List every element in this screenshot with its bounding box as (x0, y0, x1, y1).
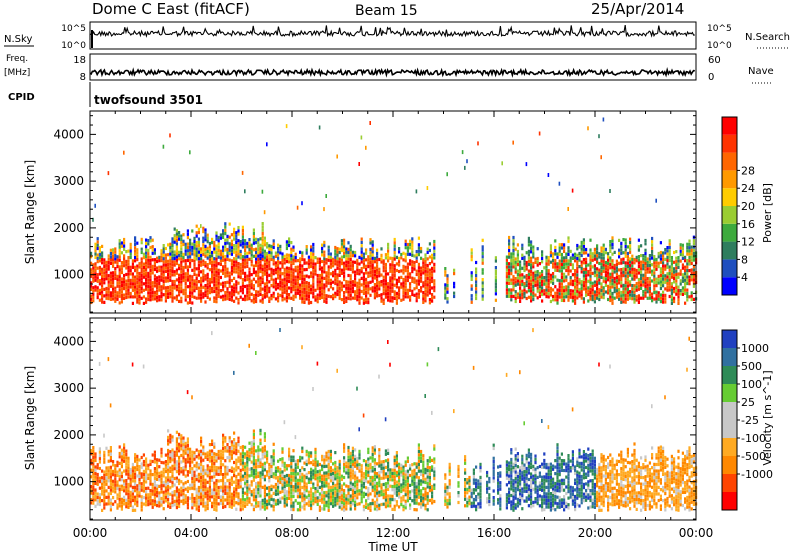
freq-unit: [MHz] (4, 68, 30, 78)
colorbar-tick-label: 1000 (741, 342, 769, 355)
colorbar-tick-label: -1000 (741, 468, 773, 481)
y-tick-label: 3000 (53, 174, 84, 188)
nsky-panel-frame (89, 21, 697, 50)
nsky-line (89, 25, 695, 40)
nave-tick-bottom: 0 (708, 72, 714, 83)
x-tick-label: 08:00 (275, 526, 310, 540)
colorbar-segment (722, 170, 737, 189)
x-tick-label: 16:00 (477, 526, 512, 540)
colorbar-tick-label: 28 (741, 164, 755, 177)
colorbar-segment (722, 366, 737, 384)
colorbar-segment (722, 438, 737, 456)
freq-tick-top: 18 (73, 55, 86, 66)
y-tick-label: 2000 (53, 221, 84, 235)
colorbar-segment (722, 456, 737, 474)
freq-line (89, 67, 695, 78)
freq-tick-bottom: 8 (80, 72, 86, 83)
power-colorbar-label: Power [dB] (761, 183, 774, 243)
velocity-colorbar-label: Velocity [m s^-1] (761, 370, 774, 465)
colorbar-tick-label: 16 (741, 218, 755, 231)
colorbar-segment (722, 206, 737, 224)
y-tick-label: 2000 (53, 428, 84, 442)
y-tick-label: 3000 (53, 381, 84, 395)
velocity-y-axis: 1000 2000 3000 4000 (53, 318, 697, 520)
colorbar-segment (722, 402, 737, 420)
colorbar-tick-label: 100 (741, 378, 762, 391)
colorbar-segment (722, 188, 737, 206)
colorbar-segment (722, 223, 737, 242)
x-tick-label: 20:00 (578, 526, 613, 540)
colorbar-segment (722, 241, 737, 260)
y-tick-label: 4000 (53, 127, 84, 141)
nsky-label: N.Sky (4, 34, 32, 45)
x-axis-label: Time UT (367, 540, 418, 554)
colorbar-segment (722, 384, 737, 402)
station-title: Dome C East (fitACF) (92, 0, 250, 18)
power-colorbar: 4 8 12 16 20 24 28 (721, 116, 755, 296)
freq-label: Freq. (6, 54, 28, 64)
power-y-axis: 1000 2000 3000 4000 (53, 111, 697, 313)
nsearch-tick-top: 10^5 (707, 24, 732, 34)
nave-tick-top: 60 (708, 55, 721, 66)
beam-label: Beam 15 (355, 3, 418, 19)
freq-panel-frame (89, 53, 697, 81)
date-label: 25/Apr/2014 (591, 0, 684, 18)
colorbar-segment (722, 259, 737, 278)
colorbar-segment (722, 277, 737, 295)
y-tick-label: 4000 (53, 334, 84, 348)
colorbar-segment (722, 420, 737, 438)
colorbar-segment (722, 348, 737, 366)
nsearch-label: N.Search (745, 32, 790, 43)
colorbar-tick-label: 25 (741, 396, 755, 409)
colorbar-segment (722, 134, 737, 153)
velocity-heatmap (90, 318, 698, 520)
y-tick-label: 1000 (53, 475, 84, 489)
colorbar-tick-label: 500 (741, 360, 762, 373)
x-tick-label: 12:00 (376, 526, 411, 540)
velocity-colorbar: 1000 500 100 25 -25 -100 -500 -1000 (721, 329, 773, 511)
velocity-y-axis-label: Slant Range [km] (23, 366, 37, 470)
power-y-axis-label: Slant Range [km] (23, 160, 37, 264)
power-heatmap (90, 111, 698, 313)
nsky-trace (89, 25, 695, 48)
colorbar-tick-label: -500 (741, 450, 766, 463)
colorbar-tick-label: -100 (741, 432, 766, 445)
colorbar-segment (722, 152, 737, 171)
time-x-axis: 00:00 04:00 08:00 12:00 16:00 20:00 00:00 (73, 526, 714, 540)
colorbar-segment (722, 330, 737, 348)
cpid-label: CPID (8, 92, 35, 103)
x-tick-label: 00:00 (73, 526, 108, 540)
colorbar-segment (722, 474, 737, 492)
cpid-value: twofsound 3501 (94, 93, 203, 107)
x-tick-label: 00:00 (679, 526, 714, 540)
colorbar-segment (722, 492, 737, 510)
nsky-tick-bottom: 10^0 (61, 41, 86, 51)
colorbar-tick-label: 4 (741, 271, 748, 284)
nsky-tick-top: 10^5 (61, 24, 86, 34)
x-tick-label: 04:00 (174, 526, 209, 540)
nsearch-tick-bottom: 10^0 (707, 41, 732, 51)
colorbar-tick-label: 12 (741, 236, 755, 249)
y-tick-label: 1000 (53, 268, 84, 282)
colorbar-tick-label: -25 (741, 414, 759, 427)
freq-trace (89, 67, 695, 78)
nave-label: Nave (748, 66, 774, 77)
colorbar-tick-label: 24 (741, 182, 755, 195)
colorbar-tick-label: 8 (741, 253, 748, 266)
colorbar-segment (722, 117, 737, 135)
colorbar-tick-label: 20 (741, 200, 755, 213)
